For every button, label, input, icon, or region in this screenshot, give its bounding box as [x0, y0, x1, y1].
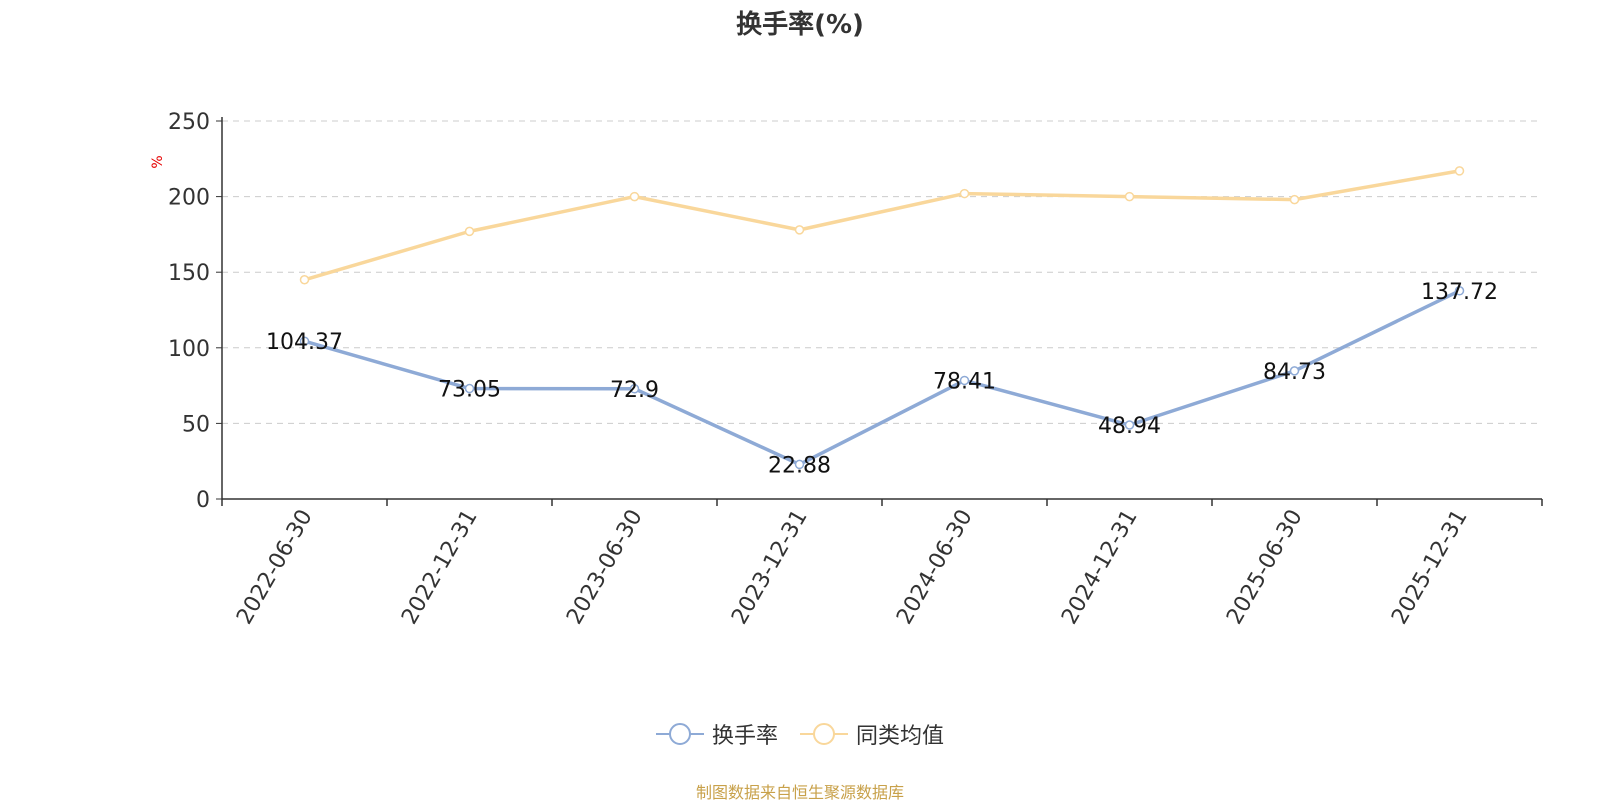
- data-source-note: 制图数据来自恒生聚源数据库: [695, 783, 904, 802]
- x-tick-label: 2024-12-31: [1057, 506, 1143, 629]
- data-label: 78.41: [933, 369, 996, 394]
- data-label: 73.05: [438, 378, 501, 403]
- data-label: 104.37: [266, 330, 343, 355]
- data-label: 72.9: [610, 378, 659, 403]
- x-tick-label: 2025-06-30: [1222, 506, 1308, 629]
- data-point: [1289, 366, 1300, 376]
- y-tick-label: 50: [182, 412, 210, 437]
- legend-swatch-peer-average: [800, 722, 848, 746]
- x-tick-label: 2023-12-31: [727, 506, 813, 629]
- data-point: [464, 383, 475, 394]
- data-label: 137.72: [1421, 280, 1498, 305]
- legend-swatch-turnover: [655, 722, 704, 746]
- data-point: [629, 384, 640, 394]
- data-point: [1289, 194, 1300, 205]
- data-point: [959, 375, 970, 386]
- legend-label-peer-average: 同类均值: [856, 724, 945, 749]
- legend: 换手率 同类均值: [0, 718, 1600, 750]
- y-tick-label: 150: [168, 261, 210, 286]
- data-point: [959, 188, 970, 199]
- data-point: [1454, 166, 1465, 176]
- x-tick-label: 2022-06-30: [232, 506, 318, 629]
- data-label: 48.94: [1098, 414, 1161, 439]
- series-line: [304, 169, 1460, 282]
- legend-item-peer-average[interactable]: 同类均值: [800, 718, 944, 750]
- data-label: 84.73: [1263, 360, 1326, 385]
- data-point: [299, 336, 310, 346]
- chart-title: 换手率(%): [736, 10, 864, 40]
- data-point: [1454, 286, 1465, 296]
- data-point: [794, 459, 805, 470]
- y-axis-label: %: [150, 155, 166, 168]
- y-tick-label: 250: [168, 110, 210, 135]
- data-point: [629, 191, 640, 202]
- y-tick-label: 0: [196, 488, 210, 513]
- series-line: [304, 289, 1461, 467]
- data-label: 22.88: [768, 453, 831, 478]
- data-point: [1124, 420, 1135, 430]
- x-tick-label: 2023-06-30: [562, 506, 648, 629]
- x-tick-label: 2024-06-30: [892, 506, 978, 629]
- legend-label-turnover: 换手率: [711, 724, 778, 749]
- x-tick-label: 2022-12-31: [397, 506, 483, 629]
- data-point: [299, 275, 310, 285]
- data-point: [794, 225, 805, 235]
- y-tick-label: 200: [168, 186, 210, 211]
- data-point: [1124, 191, 1135, 202]
- legend-item-turnover[interactable]: 换手率: [655, 718, 778, 750]
- y-tick-label: 100: [168, 337, 210, 362]
- data-point: [464, 226, 475, 237]
- x-tick-label: 2025-12-31: [1387, 506, 1473, 629]
